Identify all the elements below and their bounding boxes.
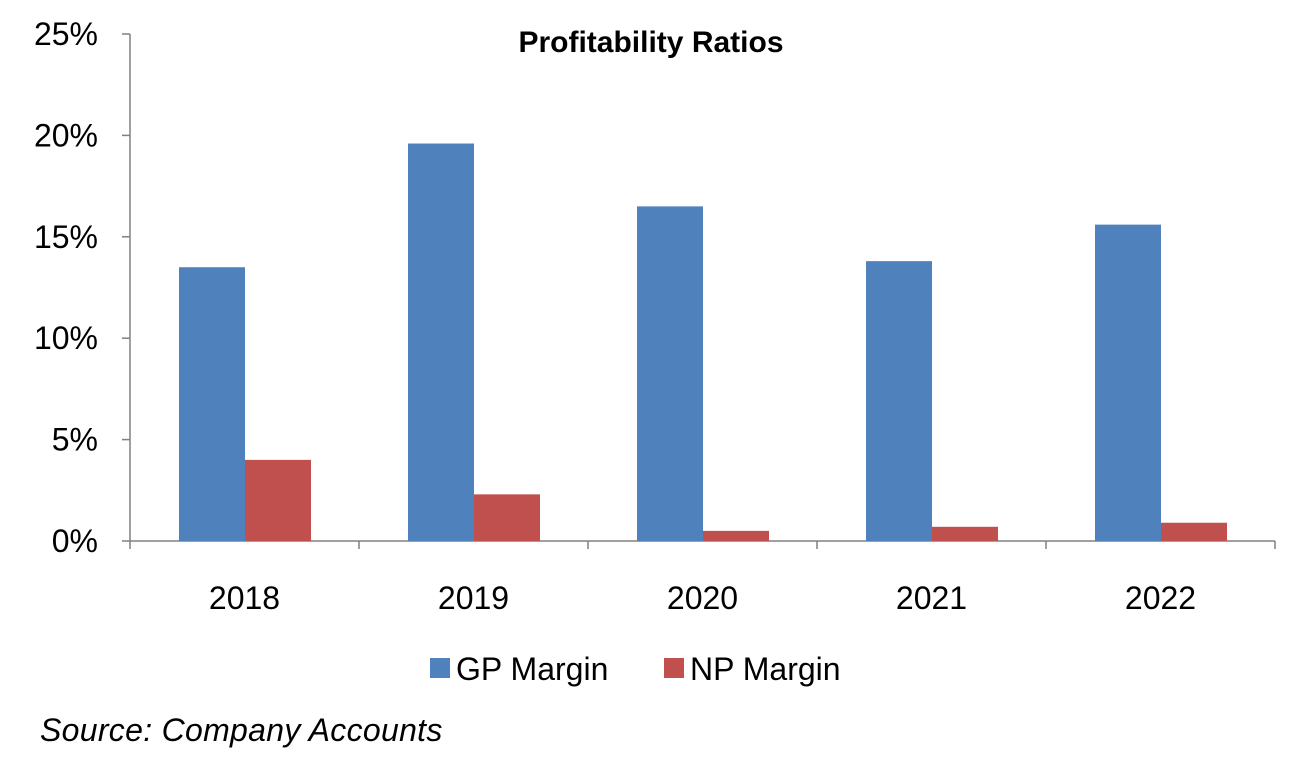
bar-np-2020 [703, 530, 769, 541]
bar-np-2018 [245, 459, 311, 541]
source-note: Source: Company Accounts [40, 712, 443, 748]
legend-swatch-gp [430, 658, 450, 678]
bar-gp-2018 [179, 267, 245, 541]
bar-gp-2019 [408, 143, 474, 541]
x-tick-label: 2021 [896, 580, 967, 616]
y-tick-label: 25% [34, 16, 98, 52]
y-tick-label: 15% [34, 219, 98, 255]
bar-chart: Profitability Ratios 0% 5% 10% 15% 20% 25% 201… [34, 16, 1276, 687]
bar-gp-2020 [637, 206, 703, 541]
tick-labels: 0% 5% 10% 15% 20% 25% 2018 2019 2020 2021 2022 [34, 16, 1196, 616]
x-tick-label: 2019 [438, 580, 509, 616]
legend-label-gp: GP Margin [456, 651, 608, 687]
legend-label-np: NP Margin [690, 651, 841, 687]
bar-gp-2021 [866, 261, 932, 541]
x-tick-label: 2022 [1125, 580, 1196, 616]
y-tick-label: 10% [34, 320, 98, 356]
bar-np-2022 [1161, 522, 1227, 541]
legend: GP Margin NP Margin [430, 651, 841, 687]
x-tick-label: 2020 [667, 580, 738, 616]
chart-title: Profitability Ratios [518, 26, 783, 59]
y-tick-label: 20% [34, 117, 98, 153]
bar-np-2021 [932, 526, 998, 541]
bar-gp-2022 [1095, 224, 1161, 541]
bars [179, 143, 1227, 541]
y-tick-label: 0% [52, 523, 98, 559]
bar-np-2019 [474, 494, 540, 541]
legend-swatch-np [664, 658, 684, 678]
y-tick-label: 5% [52, 422, 98, 458]
x-tick-label: 2018 [209, 580, 280, 616]
